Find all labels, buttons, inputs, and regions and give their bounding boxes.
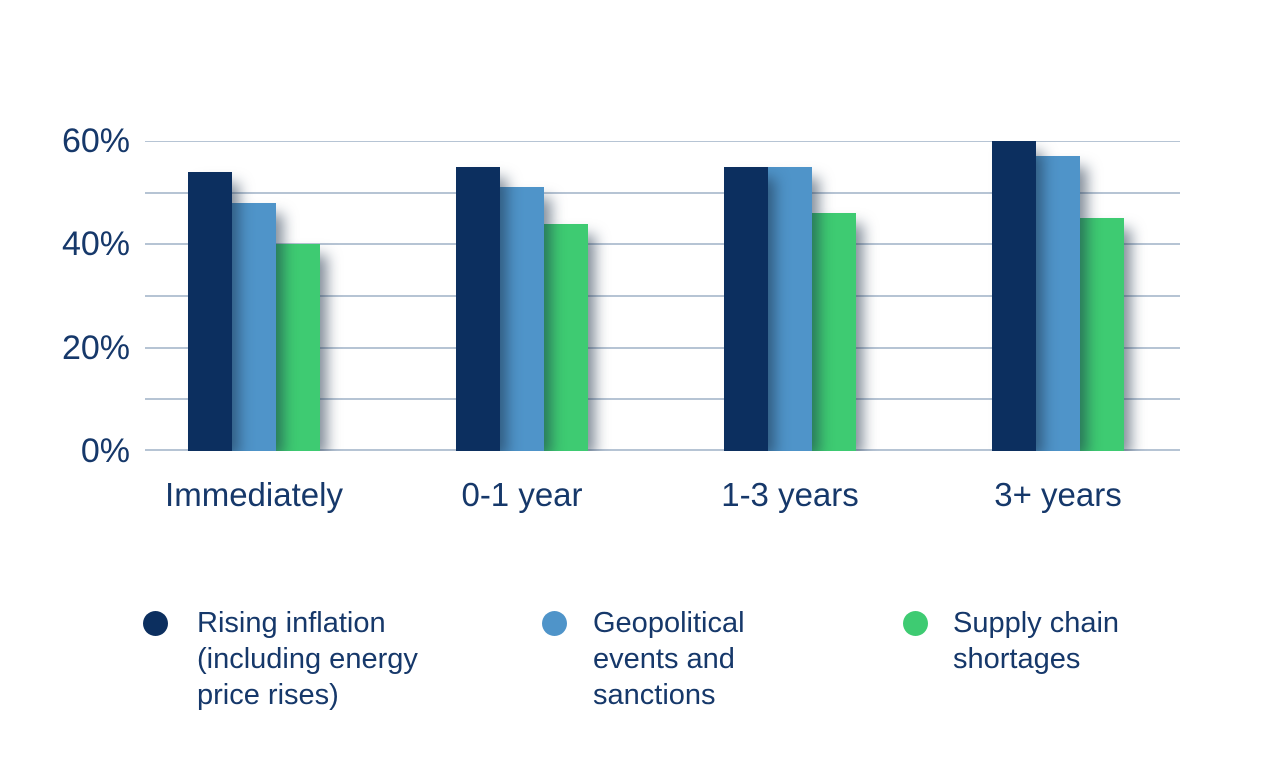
bar	[456, 167, 500, 451]
bar	[768, 167, 812, 451]
bar	[276, 244, 320, 451]
category-label: 0-1 year	[461, 476, 583, 513]
plot-area	[145, 141, 1180, 451]
gridline	[145, 192, 1180, 194]
category-label: 1-3 years	[721, 476, 859, 513]
bar	[812, 213, 856, 451]
category-label: Immediately	[165, 476, 343, 513]
gridline	[145, 398, 1180, 400]
gridline	[145, 347, 1180, 349]
gridline	[145, 449, 1180, 451]
bar	[992, 141, 1036, 451]
legend-label: Supply chain shortages	[953, 607, 1120, 675]
legend-dot	[143, 611, 168, 636]
y-axis-label: 20%	[61, 329, 130, 367]
legend-label: Rising inflation (including energy price…	[197, 607, 418, 711]
bar	[724, 167, 768, 451]
bar	[500, 187, 544, 451]
bar	[544, 224, 588, 451]
category-label: 3+ years	[994, 476, 1122, 513]
bar	[1036, 156, 1080, 451]
y-axis-label: 0%	[80, 432, 130, 470]
bar	[1080, 218, 1124, 451]
bar	[188, 172, 232, 451]
bar	[232, 203, 276, 451]
gridline	[145, 295, 1180, 297]
legend-label: Geopolitical events and sanctions	[593, 607, 745, 711]
y-axis-label: 60%	[61, 122, 130, 160]
y-axis-label: 40%	[61, 225, 130, 263]
gridline	[145, 243, 1180, 245]
legend-dot	[903, 611, 928, 636]
gridline	[145, 141, 1180, 142]
legend-dot	[542, 611, 567, 636]
